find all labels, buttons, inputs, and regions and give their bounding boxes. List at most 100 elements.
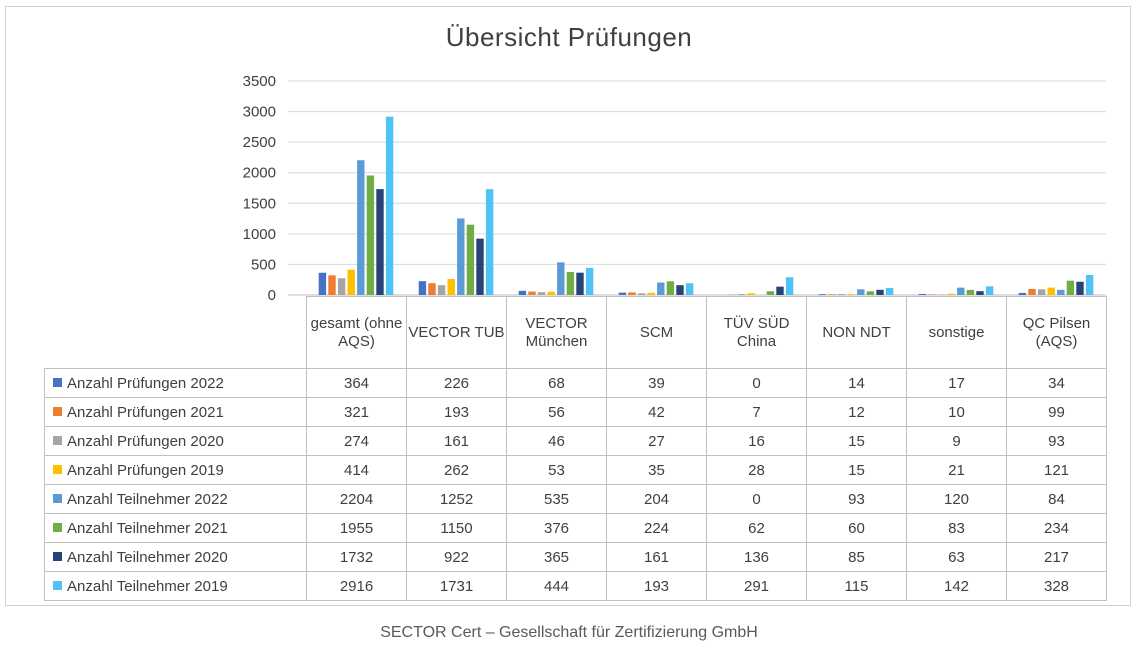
footer-text: SECTOR Cert – Gesellschaft für Zertifizi… xyxy=(380,624,758,641)
data-cell: 136 xyxy=(706,542,807,572)
data-cell: 56 xyxy=(506,397,607,427)
bar xyxy=(766,291,775,295)
bar xyxy=(447,278,455,295)
table-row: Anzahl Teilnehmer 2019 2916 1731 444 193 291 1… xyxy=(44,571,1107,601)
bar xyxy=(466,224,475,295)
bar xyxy=(337,278,346,295)
bar xyxy=(366,175,375,295)
series-name: Anzahl Prüfungen 2019 xyxy=(67,461,224,479)
bar xyxy=(576,272,584,295)
bar xyxy=(428,283,436,295)
data-cell: 35 xyxy=(606,455,707,485)
data-cell: 321 xyxy=(306,397,407,427)
category-label: VECTOR TUB xyxy=(406,296,507,369)
bar xyxy=(676,285,684,295)
bar xyxy=(457,218,465,295)
bar xyxy=(328,275,336,295)
data-cell: 12 xyxy=(806,397,907,427)
legend-entry: Anzahl Prüfungen 2021 xyxy=(44,397,307,427)
data-cell: 444 xyxy=(506,571,607,601)
bar xyxy=(737,294,746,295)
bar xyxy=(857,289,865,295)
bar xyxy=(476,238,484,295)
y-tick-label: 0 xyxy=(268,287,276,300)
data-cell: 85 xyxy=(806,542,907,572)
bar xyxy=(918,293,927,295)
bar xyxy=(666,281,675,295)
table-header-row: gesamt (ohne AQS) VECTOR TUB VECTOR Münche… xyxy=(44,296,1107,369)
table-row: Anzahl Prüfungen 2022 364 226 68 39 0 14 17 34 xyxy=(44,368,1107,398)
bar xyxy=(747,293,755,295)
data-cell: 93 xyxy=(806,484,907,514)
y-tick-label: 3500 xyxy=(243,73,276,90)
data-cell: 60 xyxy=(806,513,907,543)
bar xyxy=(1018,292,1027,295)
bar xyxy=(585,267,594,295)
legend-swatch xyxy=(53,378,62,388)
bar xyxy=(557,262,565,295)
series-name: Anzahl Prüfungen 2020 xyxy=(67,432,224,450)
series-name: Anzahl Teilnehmer 2022 xyxy=(67,490,228,508)
legend-entry: Anzahl Teilnehmer 2020 xyxy=(44,542,307,572)
bar xyxy=(1028,288,1036,295)
table-corner xyxy=(44,296,307,369)
y-tick-label: 2500 xyxy=(243,134,276,151)
y-tick-label: 1000 xyxy=(243,226,276,243)
category-label: TÜV SÜD China xyxy=(706,296,807,369)
data-table: gesamt (ohne AQS) VECTOR TUB VECTOR Münche… xyxy=(44,296,1107,601)
bar xyxy=(657,282,665,295)
data-cell: 42 xyxy=(606,397,707,427)
data-cell: 121 xyxy=(1006,455,1107,485)
series-name: Anzahl Teilnehmer 2019 xyxy=(67,577,228,595)
legend-swatch xyxy=(53,465,62,475)
data-cell: 63 xyxy=(906,542,1007,572)
data-cell: 142 xyxy=(906,571,1007,601)
table-row: Anzahl Teilnehmer 2020 1732 922 365 161 136 85… xyxy=(44,542,1107,572)
bar xyxy=(628,292,636,295)
data-cell: 10 xyxy=(906,397,1007,427)
category-label: NON NDT xyxy=(806,296,907,369)
data-cell: 16 xyxy=(706,426,807,456)
bar xyxy=(776,286,784,295)
data-cell: 93 xyxy=(1006,426,1107,456)
bar xyxy=(985,286,994,295)
bar xyxy=(537,292,546,295)
data-cell: 922 xyxy=(406,542,507,572)
bar xyxy=(1076,281,1084,295)
data-cell: 1731 xyxy=(406,571,507,601)
data-cell: 193 xyxy=(406,397,507,427)
data-cell: 1732 xyxy=(306,542,407,572)
data-cell: 161 xyxy=(406,426,507,456)
data-cell: 120 xyxy=(906,484,1007,514)
series-name: Anzahl Prüfungen 2022 xyxy=(67,374,224,392)
data-cell: 15 xyxy=(806,455,907,485)
bar xyxy=(828,294,836,295)
bar xyxy=(437,285,446,295)
bar xyxy=(928,294,936,295)
data-cell: 2916 xyxy=(306,571,407,601)
bar xyxy=(1066,280,1075,295)
bar xyxy=(376,189,384,295)
legend-entry: Anzahl Teilnehmer 2019 xyxy=(44,571,307,601)
y-tick-label: 2000 xyxy=(243,165,276,182)
data-cell: 39 xyxy=(606,368,707,398)
bar xyxy=(518,290,527,295)
legend-swatch xyxy=(53,494,62,504)
data-cell: 27 xyxy=(606,426,707,456)
legend-swatch xyxy=(53,523,62,533)
bar xyxy=(485,189,494,295)
data-cell: 46 xyxy=(506,426,607,456)
bar xyxy=(866,291,875,295)
legend-entry: Anzahl Teilnehmer 2022 xyxy=(44,484,307,514)
data-cell: 0 xyxy=(706,484,807,514)
legend-swatch xyxy=(53,581,62,591)
bar xyxy=(876,289,884,295)
legend-entry: Anzahl Prüfungen 2022 xyxy=(44,368,307,398)
data-cell: 34 xyxy=(1006,368,1107,398)
bar xyxy=(947,293,955,295)
bar xyxy=(618,292,627,295)
bar xyxy=(528,291,536,295)
bar-chart-plot: 3500 3000 2500 2000 1500 1000 500 0 xyxy=(243,73,1106,300)
bar xyxy=(385,116,394,296)
table-row: Anzahl Teilnehmer 2022 2204 1252 535 204 0 93 1… xyxy=(44,484,1107,514)
